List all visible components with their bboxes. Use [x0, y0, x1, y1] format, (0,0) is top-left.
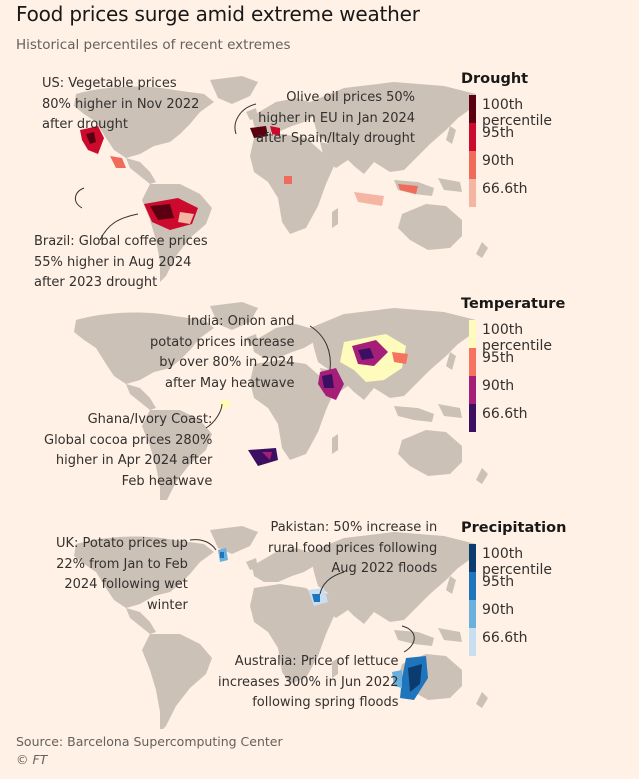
drought-legend: Drought 100th percentile 95th 90th 66.6t… [461, 71, 552, 207]
legend-item: 95th [461, 348, 565, 376]
legend-item: 90th [461, 376, 565, 404]
heat-region-ghana [220, 400, 230, 408]
legend-title: Precipitation [461, 520, 567, 536]
temperature-legend: Temperature 100th percentile 95th 90th 6… [461, 296, 565, 432]
temperature-map [74, 302, 488, 500]
legend-item: 66.6th [461, 179, 528, 207]
legend-item: 100th percentile [461, 95, 552, 129]
annotation-ghana: Ghana/Ivory Coast: Global cocoa prices 2… [44, 412, 213, 489]
drought-map [74, 76, 488, 282]
legend-item: 90th [461, 151, 528, 179]
drought-region-spain [250, 126, 268, 138]
precipitation-map [74, 526, 488, 729]
annotation-olive-oil: Olive oil prices 50% higher in EU in Jan… [256, 90, 416, 146]
legend-item: 100th percentile [461, 544, 566, 578]
legend-item: 95th [461, 572, 566, 600]
annotation-australia: Australia: Price of lettuce increases 30… [218, 654, 399, 710]
annotation-pakistan: Pakistan: 50% increase in rural food pri… [268, 520, 438, 576]
annotation-brazil: Brazil: Global coffee prices 55% higher … [34, 234, 208, 290]
legend-item: 100th percentile [461, 320, 565, 354]
legend-item: 66.6th [461, 628, 566, 656]
legend-item: 66.6th [461, 404, 565, 432]
precipitation-legend: Precipitation 100th percentile 95th 90th… [461, 520, 566, 656]
chart-subtitle: Historical percentiles of recent extreme… [16, 37, 291, 53]
credit-note: © FT [16, 752, 48, 767]
drought-panel: US: Vegetable prices 80% higher in Nov 2… [0, 64, 639, 292]
temperature-panel: India: Onion and potato prices increase … [0, 290, 639, 500]
chart-title: Food prices surge amid extreme weather [16, 2, 420, 26]
source-note: Source: Barcelona Supercomputing Center [16, 734, 283, 749]
annotation-india: India: Onion and potato prices increase … [150, 314, 295, 391]
legend-title: Drought [461, 71, 529, 87]
precipitation-panel: UK: Potato prices up 22% from Jan to Feb… [0, 514, 639, 729]
annotation-us: US: Vegetable prices 80% higher in Nov 2… [42, 76, 200, 132]
legend-item: 90th [461, 600, 566, 628]
annotation-uk: UK: Potato prices up 22% from Jan to Feb… [56, 536, 188, 613]
legend-title: Temperature [461, 296, 566, 312]
legend-item: 95th [461, 123, 528, 151]
